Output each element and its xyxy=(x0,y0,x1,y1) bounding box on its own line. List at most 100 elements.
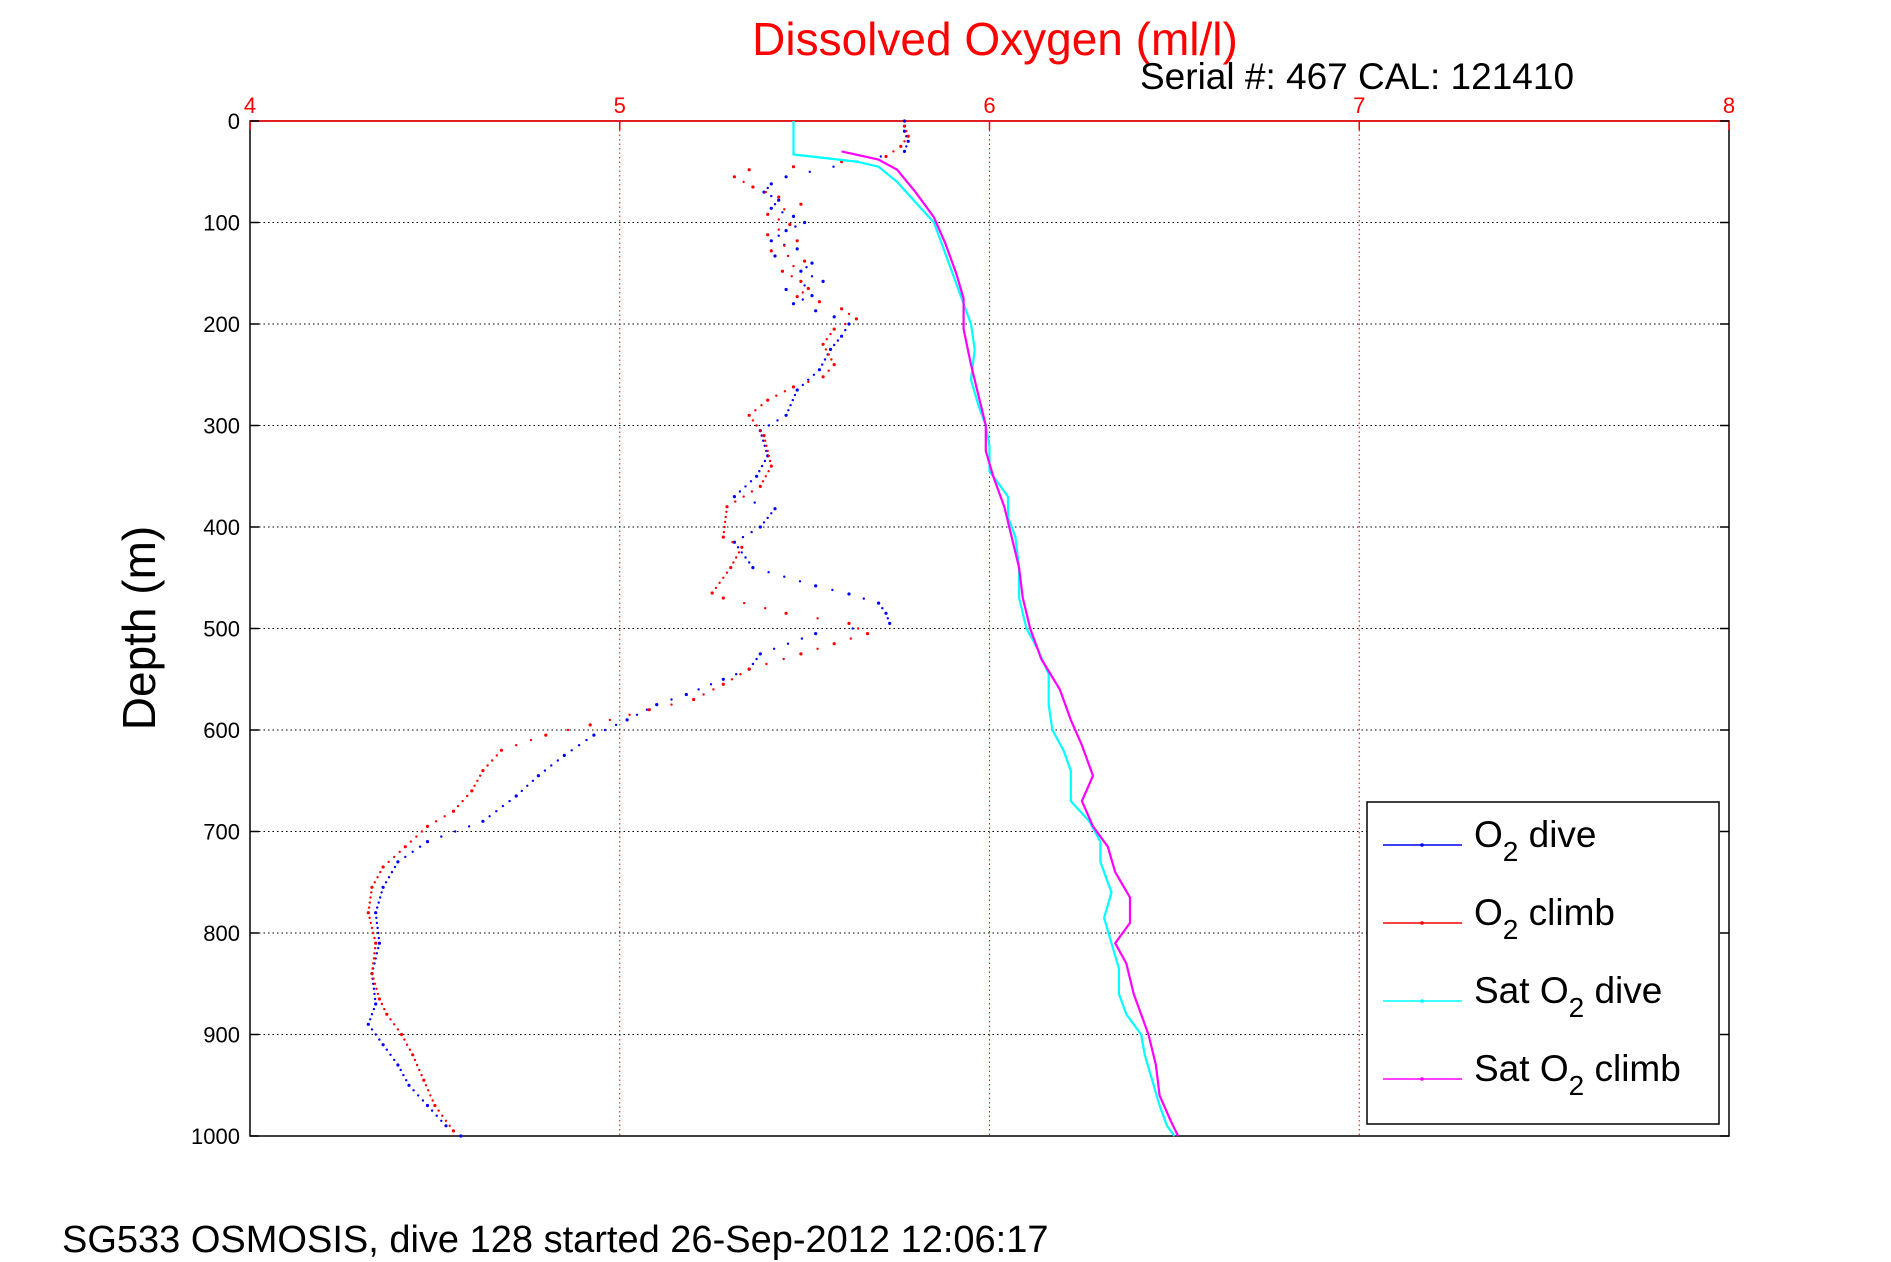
data-marker xyxy=(405,1043,409,1046)
data-marker xyxy=(399,1068,402,1072)
data-marker xyxy=(766,213,769,216)
data-marker xyxy=(444,1119,448,1123)
data-marker xyxy=(393,1023,396,1026)
data-marker xyxy=(783,575,786,578)
data-marker xyxy=(803,284,806,287)
data-marker xyxy=(749,480,753,483)
data-marker xyxy=(722,678,725,681)
data-marker xyxy=(531,779,535,782)
data-marker xyxy=(724,515,727,519)
data-marker xyxy=(400,1033,403,1036)
data-marker xyxy=(776,419,779,422)
data-marker xyxy=(847,312,851,316)
data-marker xyxy=(379,896,382,899)
data-marker xyxy=(762,434,766,437)
data-marker xyxy=(770,464,773,468)
data-marker xyxy=(692,698,695,701)
data-marker xyxy=(367,911,370,914)
data-marker xyxy=(833,642,836,645)
data-marker xyxy=(415,1063,419,1067)
footer-caption: SG533 OSMOSIS, dive 128 started 26-Sep-2… xyxy=(62,1219,1049,1261)
data-marker xyxy=(766,186,769,190)
data-marker xyxy=(670,703,673,706)
data-marker xyxy=(759,485,762,488)
data-marker xyxy=(788,223,791,226)
data-marker xyxy=(905,145,908,148)
data-marker xyxy=(767,454,771,458)
data-marker xyxy=(433,1104,437,1107)
data-marker xyxy=(743,601,746,605)
data-marker xyxy=(764,190,767,194)
data-marker xyxy=(907,140,910,143)
data-marker xyxy=(375,921,379,925)
data-marker xyxy=(473,784,476,787)
data-marker xyxy=(437,1109,440,1112)
data-marker xyxy=(370,972,374,975)
data-marker xyxy=(764,475,767,478)
y-tick-label: 100 xyxy=(203,211,240,236)
data-marker xyxy=(763,444,766,447)
data-marker xyxy=(907,135,910,138)
data-marker xyxy=(495,810,498,813)
data-marker xyxy=(829,348,832,351)
data-marker xyxy=(751,419,755,422)
data-marker xyxy=(454,830,457,833)
data-marker xyxy=(390,870,394,874)
data-marker xyxy=(857,627,860,630)
data-marker xyxy=(411,1053,414,1057)
data-marker xyxy=(777,228,780,231)
data-marker xyxy=(520,789,523,793)
data-marker xyxy=(760,404,763,407)
data-marker xyxy=(376,992,380,996)
data-marker xyxy=(711,591,714,595)
data-marker xyxy=(751,662,755,666)
data-marker xyxy=(608,718,612,722)
data-marker xyxy=(816,647,819,650)
data-marker xyxy=(799,652,803,656)
data-marker xyxy=(730,678,734,681)
data-marker xyxy=(784,175,788,178)
data-marker xyxy=(733,495,736,498)
data-marker xyxy=(732,561,735,564)
data-marker xyxy=(754,409,757,412)
data-marker xyxy=(734,500,737,503)
legend-label: Sat O2 dive xyxy=(1474,970,1662,1023)
data-marker xyxy=(459,1134,462,1138)
data-marker xyxy=(744,485,747,488)
data-marker xyxy=(742,495,745,498)
data-marker xyxy=(833,315,836,319)
data-marker xyxy=(368,916,371,919)
data-marker xyxy=(805,266,808,269)
data-marker xyxy=(748,561,751,564)
data-marker xyxy=(772,647,776,650)
data-marker xyxy=(796,239,799,242)
data-marker xyxy=(369,921,372,925)
data-marker xyxy=(784,288,788,291)
data-marker xyxy=(373,997,377,1001)
data-marker xyxy=(810,261,814,265)
data-marker xyxy=(670,698,673,701)
legend: O2 dive O2 climb Sat O2 dive Sat O2 climb xyxy=(1366,801,1720,1125)
chart-title: Dissolved Oxygen (ml/l) xyxy=(752,13,1238,65)
data-marker xyxy=(803,221,806,224)
data-marker xyxy=(563,754,566,757)
data-marker xyxy=(833,363,836,366)
data-marker xyxy=(814,309,817,312)
data-marker xyxy=(376,926,379,930)
data-marker xyxy=(827,369,830,372)
data-marker xyxy=(431,1099,434,1102)
data-marker xyxy=(697,688,700,691)
data-marker xyxy=(766,516,769,520)
data-marker xyxy=(389,1053,392,1057)
data-marker xyxy=(781,270,784,273)
data-marker xyxy=(836,339,840,342)
data-marker xyxy=(762,190,766,194)
data-marker xyxy=(766,233,769,236)
data-marker xyxy=(712,688,715,691)
data-marker xyxy=(787,409,790,412)
data-marker xyxy=(759,525,762,529)
data-marker xyxy=(812,373,816,376)
data-marker xyxy=(402,1073,405,1077)
data-marker xyxy=(766,398,769,402)
data-marker xyxy=(372,987,376,990)
